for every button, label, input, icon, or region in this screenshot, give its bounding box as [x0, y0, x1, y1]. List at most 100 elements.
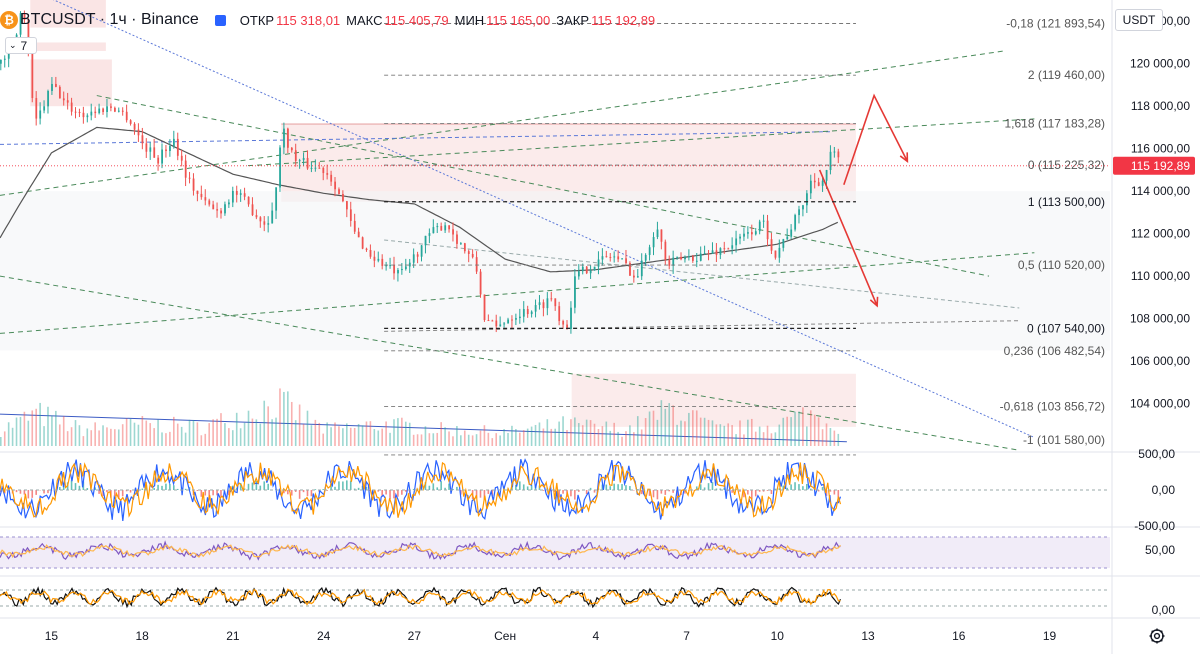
macd-histogram-bar — [196, 490, 199, 491]
volume-bar — [467, 434, 470, 446]
candle-body — [416, 254, 419, 257]
candle-body — [503, 323, 506, 325]
price-tick-label: 116 000,00 — [1131, 142, 1190, 156]
volume-bar — [471, 435, 474, 446]
candle-body — [373, 256, 376, 261]
macd-histogram-bar — [837, 490, 840, 498]
volume-bar — [294, 420, 297, 446]
candle-body — [306, 157, 309, 169]
macd-histogram-bar — [574, 490, 576, 500]
macd-tick-label: -500,00 — [1134, 519, 1175, 533]
candle-body — [436, 226, 439, 228]
volume-bar — [267, 406, 269, 446]
volume-bar — [259, 423, 262, 446]
macd-histogram-bar — [530, 485, 533, 490]
macd-histogram-bar — [833, 490, 836, 495]
macd-histogram-bar — [263, 481, 266, 490]
volume-bar — [302, 424, 305, 446]
macd-histogram-bar — [762, 490, 765, 492]
candle-body — [605, 256, 608, 258]
candle-body — [597, 259, 600, 267]
volume-bar — [169, 431, 171, 446]
candle-body — [778, 247, 781, 258]
candle-body — [196, 190, 199, 194]
volume-bar — [196, 422, 199, 446]
macd-histogram-bar — [452, 488, 454, 490]
macd-histogram-bar — [786, 487, 788, 490]
volume-bar — [530, 426, 533, 446]
horizontal-resistance — [0, 131, 832, 145]
candle-body — [318, 167, 321, 169]
candle-body — [361, 237, 364, 249]
fib-label-6: 0 (107 540,00) — [1027, 321, 1105, 335]
volume-bar — [424, 426, 427, 446]
fib-label-3: 0 (115 225,32) — [1028, 158, 1105, 172]
volume-bar — [798, 411, 800, 446]
macd-histogram-bar — [98, 490, 100, 494]
volume-bar — [546, 419, 549, 446]
candle-body — [688, 256, 690, 258]
candle-body — [294, 150, 297, 161]
fib-label-0: -0,18 (121 893,54) — [1006, 16, 1105, 30]
volume-bar — [652, 410, 655, 446]
candle-body — [314, 167, 317, 169]
macd-histogram-bar — [821, 487, 824, 490]
volume-bar — [550, 428, 553, 446]
volume-bar — [393, 419, 395, 446]
volume-bar — [404, 421, 407, 446]
macd-histogram-bar — [298, 490, 301, 499]
candle-body — [173, 138, 175, 147]
symbol-title[interactable]: BTCUSDT · 1ч · Binance — [20, 11, 199, 28]
candle-body — [664, 241, 667, 260]
volume-bar — [365, 421, 368, 446]
volume-bar — [247, 410, 250, 446]
candle-body — [519, 316, 521, 319]
rsi-tick-label: 50,00 — [1145, 543, 1175, 557]
volume-bar — [173, 416, 175, 446]
macd-histogram-bar — [448, 483, 450, 490]
volume-bar — [625, 431, 627, 446]
candle-body — [86, 115, 89, 118]
volume-bar — [786, 416, 788, 446]
volume-bar — [672, 405, 674, 446]
volume-bar — [408, 422, 411, 446]
macd-histogram-bar — [809, 488, 812, 490]
volume-bar — [153, 428, 155, 446]
volume-bar — [574, 417, 576, 446]
macd-histogram-bar — [778, 488, 781, 490]
volume-bar — [660, 400, 663, 446]
volume-bar — [330, 427, 332, 446]
macd-histogram-bar — [200, 490, 203, 497]
settings-gear-icon[interactable] — [1148, 627, 1166, 645]
macd-histogram-bar — [723, 487, 726, 490]
candle-body — [94, 111, 97, 114]
candle-body — [204, 197, 207, 201]
macd-histogram-bar — [117, 490, 120, 500]
candle-body — [381, 258, 384, 266]
macd-histogram-bar — [184, 488, 187, 490]
volume-bar — [243, 422, 246, 446]
candle-body — [121, 110, 124, 112]
candle-body — [530, 311, 533, 315]
macd-histogram-bar — [239, 482, 242, 490]
macd-histogram-bar — [440, 481, 442, 490]
price-tick-label: 104 000,00 — [1130, 397, 1190, 411]
rising-channel-bottom — [0, 252, 1035, 334]
macd-histogram-bar — [259, 485, 262, 490]
volume-bar — [456, 426, 458, 446]
symbol-header: ₿ BTCUSDT · 1ч · Binance ОТКР 115 318,01… — [0, 8, 661, 32]
descending-line-2 — [96, 95, 990, 277]
candle-body — [448, 225, 451, 230]
macd-histogram-bar — [23, 490, 26, 495]
currency-selector[interactable]: USDT — [1115, 9, 1163, 31]
macd-histogram-bar — [377, 490, 380, 492]
macd-histogram-bar — [589, 487, 592, 490]
candle-body — [55, 83, 57, 87]
candle-body — [326, 173, 329, 175]
indicators-toggle-button[interactable]: ⌄ 7 — [5, 37, 37, 54]
volume-bar — [585, 419, 588, 446]
fib-label-4: 1 (113 500,00) — [1028, 195, 1105, 209]
volume-bar — [684, 421, 686, 446]
volume-bar — [621, 436, 623, 446]
